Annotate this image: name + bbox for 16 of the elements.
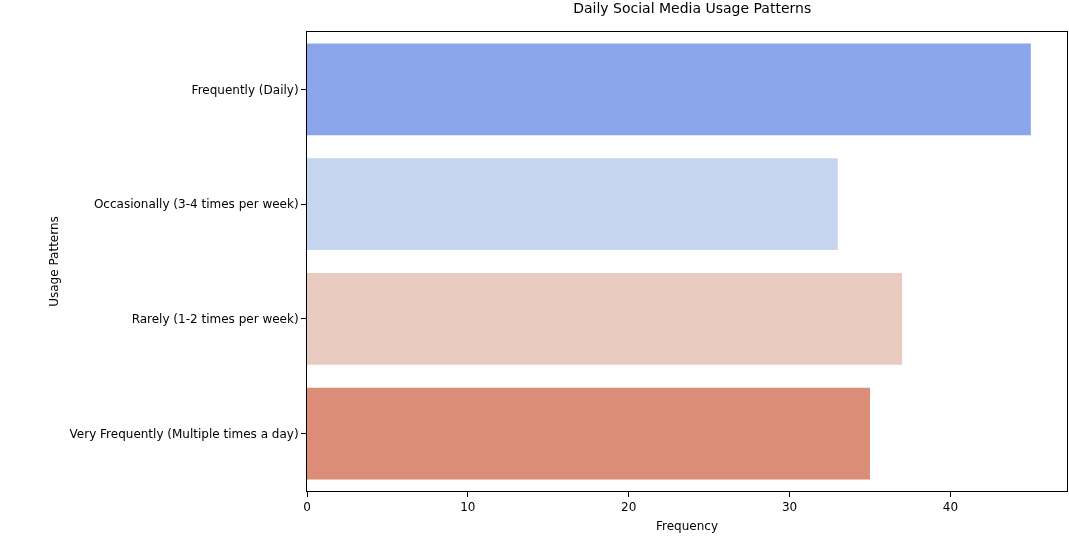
x-tick-label: 0 xyxy=(303,500,311,515)
y-tick-label: Frequently (Daily) xyxy=(191,82,299,97)
x-tick-label: 40 xyxy=(942,500,959,515)
chart-title: Daily Social Media Usage Patterns xyxy=(573,0,812,16)
x-tick-label: 10 xyxy=(460,500,476,515)
x-axis-title: Frequency xyxy=(656,519,718,534)
y-axis-title: Usage Patterns xyxy=(46,216,61,307)
y-tick-label: Occasionally (3-4 times per week) xyxy=(93,197,299,212)
bar xyxy=(307,387,870,480)
bar xyxy=(307,272,903,365)
x-tick-label: 20 xyxy=(621,500,637,515)
x-tick-label: 30 xyxy=(781,500,798,515)
bar xyxy=(307,158,838,251)
y-tick-label: Very Frequently (Multiple times a day) xyxy=(69,426,299,441)
bar xyxy=(307,43,1031,136)
y-tick-label: Rarely (1-2 times per week) xyxy=(131,312,299,327)
